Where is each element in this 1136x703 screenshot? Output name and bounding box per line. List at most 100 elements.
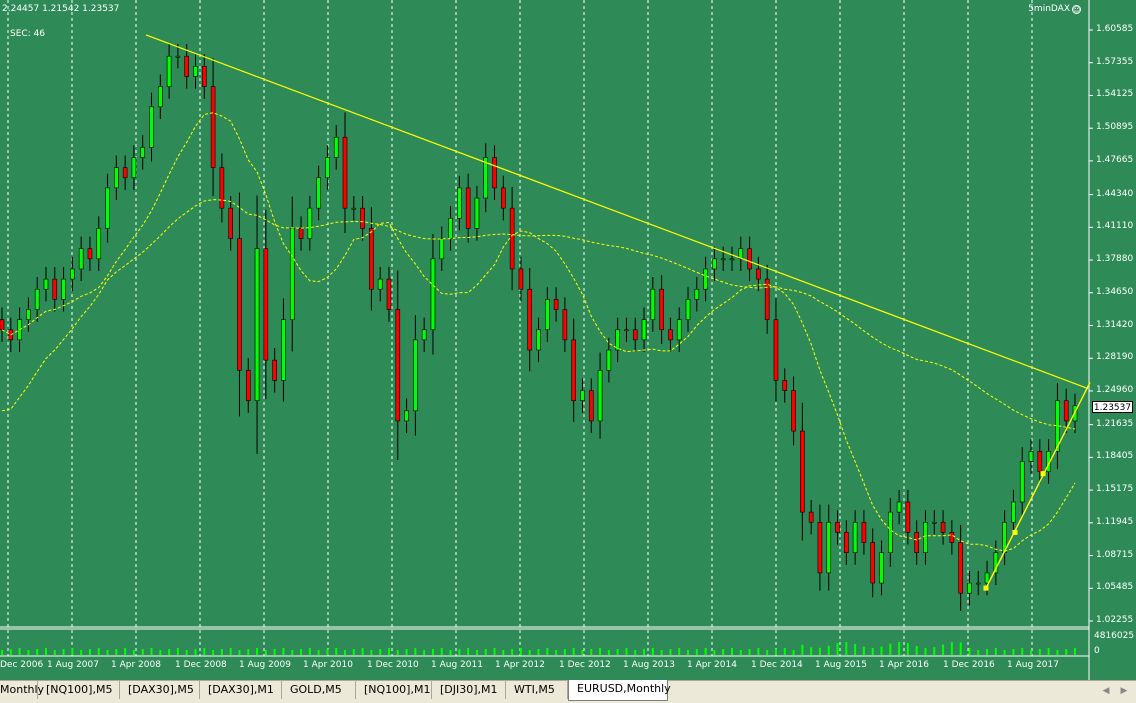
volume-bar bbox=[458, 649, 461, 655]
chart-tab-eurusd-monthly[interactable]: EURUSD,Monthly bbox=[568, 680, 671, 701]
downtrend-line bbox=[145, 34, 1089, 390]
bear-candle bbox=[184, 55, 189, 77]
chart-tab-nq100-m1[interactable]: [NQ100],M1 bbox=[356, 681, 432, 699]
bull-candle bbox=[193, 66, 198, 77]
bull-candle bbox=[580, 390, 585, 401]
volume-bar bbox=[572, 648, 575, 655]
volume-bar bbox=[150, 648, 153, 655]
current-price-label: 1.23537 bbox=[1092, 401, 1133, 413]
bear-candle bbox=[632, 329, 638, 341]
volume-bar bbox=[326, 649, 329, 655]
volume-bar bbox=[986, 649, 989, 655]
bear-candle bbox=[659, 288, 664, 331]
price-label: 1.05485 bbox=[1096, 582, 1134, 593]
price-label: 1.31420 bbox=[1096, 319, 1134, 330]
price-label: 1.21635 bbox=[1096, 418, 1134, 429]
volume-bar bbox=[484, 649, 487, 655]
bear-candle bbox=[791, 390, 796, 432]
bull-candle bbox=[676, 319, 682, 341]
volume-bar bbox=[1047, 648, 1050, 655]
bull-candle bbox=[166, 55, 172, 87]
volume-bar bbox=[704, 648, 707, 655]
chart-tab-gold-m5[interactable]: GOLD,M5 bbox=[282, 681, 356, 699]
volume-bar bbox=[36, 649, 39, 655]
price-chart[interactable] bbox=[0, 0, 1136, 680]
volume-bar bbox=[88, 649, 91, 655]
date-label: 1 Apr 2008 bbox=[111, 660, 161, 670]
bull-candle bbox=[158, 86, 163, 108]
volume-bar bbox=[1012, 649, 1015, 655]
date-label: 1 Aug 2015 bbox=[815, 660, 867, 670]
date-label: Dec 2006 bbox=[0, 660, 44, 670]
volume-bar bbox=[818, 647, 821, 655]
bear-candle bbox=[201, 66, 207, 87]
bull-candle bbox=[984, 572, 990, 584]
price-label: 1.18405 bbox=[1096, 451, 1134, 462]
volume-bar bbox=[783, 648, 786, 655]
volume-bar bbox=[827, 645, 830, 655]
bear-candle bbox=[861, 521, 867, 543]
bear-candle bbox=[835, 521, 840, 533]
bull-candle bbox=[413, 339, 418, 412]
bull-candle bbox=[325, 157, 330, 179]
bear-candle bbox=[360, 207, 365, 229]
bull-candle bbox=[404, 410, 409, 422]
volume-bar bbox=[53, 650, 56, 655]
volume-bar bbox=[440, 648, 443, 655]
volume-bar bbox=[669, 649, 672, 655]
bear-candle bbox=[844, 532, 849, 553]
volume-bar bbox=[273, 649, 276, 655]
bull-candle bbox=[896, 501, 902, 513]
smiley-icon[interactable]: ☺ bbox=[1072, 5, 1081, 14]
chart-area[interactable]: 2.24457 1.21542 1.23537 SEC: 46 5minDAX … bbox=[0, 0, 1136, 680]
bear-candle bbox=[764, 278, 770, 320]
bull-candle bbox=[923, 521, 928, 553]
scroll-right-icon[interactable]: ▶ bbox=[1120, 686, 1128, 696]
volume-bar bbox=[502, 650, 505, 655]
volume-bar bbox=[599, 648, 602, 655]
date-label: 1 Aug 2017 bbox=[1007, 660, 1059, 670]
bull-candle bbox=[888, 511, 893, 553]
volume-bar bbox=[344, 650, 347, 655]
bull-candle bbox=[703, 268, 708, 290]
chart-tab-nq100-m5[interactable]: [NQ100],M5 bbox=[38, 681, 120, 699]
volume-bar bbox=[942, 644, 945, 655]
chart-tab-dax30-m5[interactable]: [DAX30],M5 bbox=[120, 681, 200, 699]
bull-candle bbox=[474, 197, 480, 229]
bear-candle bbox=[1037, 451, 1043, 472]
bear-candle bbox=[518, 268, 524, 290]
volume-bar bbox=[898, 642, 901, 655]
trendline-anchor bbox=[1012, 529, 1018, 535]
volume-bar bbox=[555, 650, 558, 655]
date-label: 1 Dec 2012 bbox=[559, 660, 611, 670]
date-label: 1 Apr 2012 bbox=[495, 660, 545, 670]
volume-bar bbox=[1056, 650, 1059, 655]
bull-candle bbox=[281, 319, 286, 381]
bull-candle bbox=[1028, 451, 1034, 462]
volume-bar bbox=[695, 649, 698, 655]
volume-bar bbox=[546, 648, 549, 655]
bull-candle bbox=[316, 177, 321, 209]
bear-candle bbox=[87, 248, 93, 260]
volume-bar bbox=[1, 650, 3, 655]
chart-tab-dji30-m1[interactable]: [DJI30],M1 bbox=[432, 681, 506, 699]
volume-bar bbox=[713, 650, 716, 655]
chart-tab-wti-m5[interactable]: WTI,M5 bbox=[506, 681, 568, 699]
price-label: 1.34650 bbox=[1096, 286, 1134, 297]
price-label: 1.24960 bbox=[1096, 384, 1134, 395]
bear-candle bbox=[272, 359, 277, 381]
bull-candle bbox=[685, 299, 691, 320]
bull-candle bbox=[606, 349, 612, 371]
volume-bar bbox=[511, 649, 514, 655]
volume-bar bbox=[352, 649, 355, 655]
bear-candle bbox=[949, 532, 955, 543]
bull-candle bbox=[1011, 501, 1016, 523]
scroll-left-icon[interactable]: ◀ bbox=[1102, 686, 1110, 696]
chart-tab-dax30-m1[interactable]: [DAX30],M1 bbox=[200, 681, 282, 699]
chart-tab-monthly[interactable]: Monthly bbox=[0, 681, 44, 699]
volume-bar bbox=[212, 650, 215, 655]
volume-bar bbox=[71, 648, 74, 655]
date-label: 1 Apr 2010 bbox=[303, 660, 353, 670]
bull-candle bbox=[448, 218, 453, 239]
bear-candle bbox=[122, 167, 128, 179]
